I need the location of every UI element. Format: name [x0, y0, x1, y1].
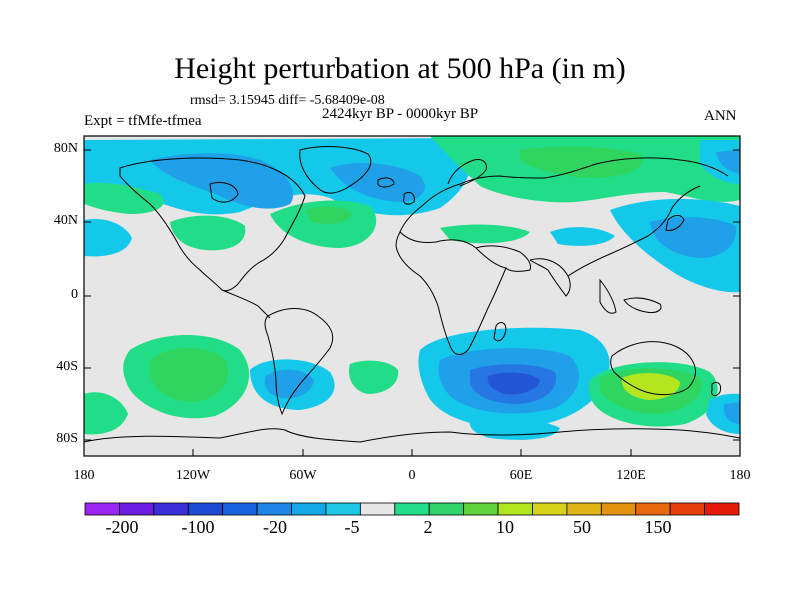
x-tick-60w: 60W	[289, 468, 317, 483]
colorbar-swatch	[463, 502, 499, 516]
colorbar-swatch	[256, 502, 292, 516]
coast-scandinavia	[447, 159, 487, 187]
contour-indian-ocean-deep-blue	[487, 372, 540, 395]
contour-east-pacific-light-blue	[723, 402, 740, 424]
colorbar-swatch	[325, 502, 361, 516]
contour-south-pacific-mid-green	[150, 348, 229, 402]
axis-ticks	[83, 149, 741, 456]
x-tick-0: 0	[408, 468, 416, 483]
x-tick-180w: 180	[73, 468, 95, 483]
y-tick-0: 0	[71, 287, 78, 302]
contour-greenland-core	[330, 162, 425, 202]
x-tick-60e: 60E	[509, 468, 533, 483]
colorbar-label: 50	[573, 517, 591, 537]
coast-hudson-bay	[209, 181, 239, 203]
contour-atlantic-mid-green	[305, 206, 352, 224]
coast-africa	[395, 231, 507, 355]
contour-north-america-green	[170, 215, 246, 251]
coast-madagascar	[493, 322, 507, 342]
colorbar-label: 10	[496, 517, 514, 537]
coastlines	[84, 146, 740, 443]
season-label: ANN	[704, 108, 737, 124]
contour-west-pacific-green	[84, 182, 164, 214]
colorbar-swatch	[394, 502, 430, 516]
contour-north-america-core	[150, 153, 294, 209]
coast-japan	[665, 215, 685, 231]
coast-southeast-asia	[599, 278, 662, 314]
contour-australia-yellow-green	[621, 373, 680, 400]
map-title: Height perturbation at 500 hPa (in m)	[174, 52, 626, 85]
colorbar-swatch	[428, 502, 465, 516]
colorbar-swatch	[704, 502, 740, 516]
colorbar-swatch	[359, 502, 396, 516]
colorbar-swatch	[119, 502, 155, 516]
colorbar-swatch	[222, 502, 258, 516]
colorbar-label: -200	[105, 517, 139, 537]
period-text: 2424kyr BP - 0000kyr BP	[322, 106, 479, 122]
x-tick-120w: 120W	[175, 468, 211, 483]
coast-new-zealand	[711, 381, 721, 397]
stats-text: rmsd= 3.15945 diff= -5.68409e-08	[190, 93, 385, 108]
y-tick-40n: 40N	[53, 213, 78, 228]
coast-north-america	[119, 157, 306, 292]
colorbar-swatch	[497, 502, 533, 516]
coast-iceland	[377, 177, 395, 188]
colorbar-swatch	[84, 502, 120, 516]
contour-pacific-cyan-40n	[84, 218, 132, 257]
colorbar-swatch	[291, 502, 327, 516]
x-tick-180e: 180	[729, 468, 751, 483]
contour-far-west-green	[84, 392, 128, 435]
coast-arabia	[475, 245, 531, 272]
contour-eurasian-mid-green	[520, 146, 643, 178]
contour-southern-ocean-cyan	[469, 418, 560, 440]
colorbar-label: 150	[644, 517, 672, 537]
y-tick-80s: 80S	[56, 431, 78, 446]
contour-east-siberia-light-blue	[716, 150, 740, 174]
colorbar-label: -20	[263, 517, 287, 537]
colorbar-label: -100	[181, 517, 215, 537]
colorbar	[84, 502, 740, 516]
colorbar-swatch	[532, 502, 568, 516]
coast-south-asia	[529, 258, 571, 297]
colorbar-swatch	[187, 502, 224, 516]
colorbar-swatch	[600, 502, 637, 516]
experiment-label: Expt = tfMfe-tfmea	[84, 113, 202, 129]
colorbar-label: -5	[344, 517, 360, 537]
y-tick-40s: 40S	[56, 359, 78, 374]
colorbar-swatch	[669, 502, 705, 516]
colorbar-swatch	[635, 502, 671, 516]
x-tick-120e: 120E	[616, 468, 646, 483]
colorbar-swatch	[566, 502, 602, 516]
contour-field	[84, 136, 740, 456]
coast-east-asia	[567, 185, 701, 277]
contour-west-pacific-light-blue	[650, 217, 737, 258]
coast-british-isles	[403, 191, 415, 205]
contour-south-america-blue	[264, 369, 314, 399]
contour-asia-cyan-strip	[550, 227, 615, 246]
colorbar-swatch	[153, 502, 189, 516]
coast-greenland	[299, 146, 372, 194]
coast-antarctica	[84, 428, 740, 443]
colorbar-label: 2	[423, 517, 433, 537]
coast-europe	[399, 157, 729, 233]
coast-south-america	[264, 308, 334, 416]
contour-south-atlantic-green	[348, 360, 399, 394]
y-tick-80n: 80N	[53, 141, 78, 156]
coast-australia	[610, 341, 696, 396]
contour-asia-green-strip	[440, 224, 530, 244]
